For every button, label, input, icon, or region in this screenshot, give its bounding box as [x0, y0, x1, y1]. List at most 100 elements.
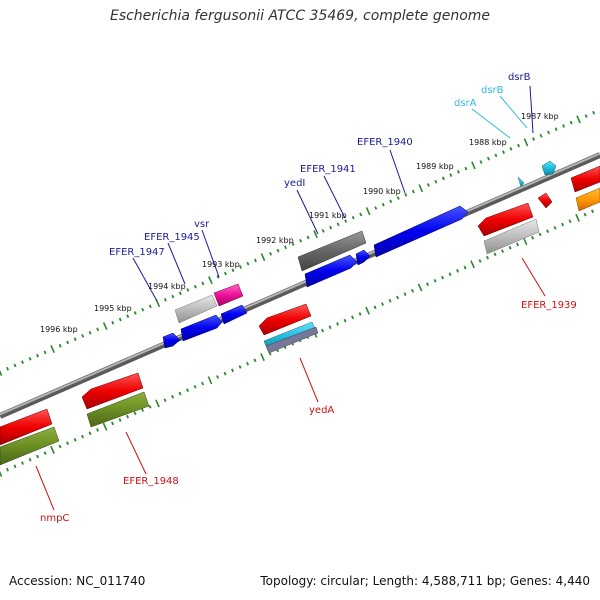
gene-efer-1948-olive[interactable] — [86, 391, 150, 428]
gene-red-edge[interactable] — [570, 165, 600, 193]
minor-tick — [186, 288, 190, 292]
minor-tick — [568, 219, 572, 224]
major-tick — [470, 260, 475, 269]
minor-tick — [126, 314, 130, 319]
tick-label-1990: 1990 kbp — [363, 187, 401, 196]
minor-tick — [96, 428, 100, 432]
minor-tick — [351, 315, 355, 320]
minor-tick — [434, 179, 438, 184]
minor-tick — [133, 411, 137, 416]
minor-tick — [554, 127, 558, 131]
minor-tick — [81, 434, 85, 439]
minor-tick — [6, 467, 9, 472]
major-tick — [155, 399, 160, 408]
genome-summary-text: Topology: circular; Length: 4,588,711 bp… — [260, 574, 590, 588]
minor-tick — [28, 357, 32, 361]
major-tick — [102, 422, 108, 431]
minor-tick — [433, 279, 437, 283]
gene-orange-edge[interactable] — [575, 187, 600, 212]
gene-yeda-gray[interactable] — [265, 326, 319, 354]
gene-vsr[interactable] — [213, 283, 244, 307]
minor-tick — [538, 232, 542, 237]
gene-yeda[interactable] — [258, 303, 312, 336]
minor-tick — [66, 340, 70, 345]
gene-efer-1948[interactable] — [81, 372, 144, 410]
major-tick — [417, 283, 423, 292]
gene-efer-1939-b[interactable] — [483, 218, 540, 255]
tick-label-1994: 1994 kbp — [148, 282, 186, 291]
minor-tick — [126, 414, 130, 419]
gene-dsrb[interactable] — [541, 160, 557, 176]
minor-tick — [13, 464, 17, 469]
minor-tick — [502, 150, 505, 154]
gene-efer-1941[interactable] — [297, 230, 367, 272]
major-tick — [50, 345, 55, 354]
gene-yedi[interactable] — [304, 254, 358, 288]
gene-efer-1940[interactable] — [373, 205, 469, 258]
minor-tick — [306, 235, 310, 240]
minor-tick — [426, 282, 430, 286]
minor-tick — [36, 454, 40, 459]
minor-tick — [118, 418, 122, 422]
minor-tick — [6, 366, 10, 371]
minor-tick — [509, 147, 513, 151]
minor-tick — [441, 176, 445, 181]
minor-tick — [81, 334, 85, 338]
minor-tick — [358, 312, 362, 316]
minor-tick — [591, 209, 595, 214]
major-tick — [365, 306, 370, 315]
gene-small-blue-1[interactable] — [355, 249, 371, 266]
minor-tick — [163, 297, 167, 302]
minor-tick — [216, 275, 220, 279]
minor-tick — [569, 120, 573, 125]
minor-tick — [448, 272, 452, 277]
gene-nmpc-olive[interactable] — [0, 426, 60, 466]
tick-label-1996: 1996 kbp — [40, 325, 78, 334]
gene-dsra[interactable] — [517, 176, 525, 188]
minor-tick — [238, 365, 242, 369]
label-efer-1947: EFER_1947 — [109, 247, 165, 258]
tick-label-1987: 1987 kbp — [521, 112, 559, 121]
gene-labels: dsrB dsrB dsrA EFER_1940 EFER_1941 yedI … — [40, 72, 577, 524]
gene-nmpc[interactable] — [0, 408, 53, 446]
major-tick — [0, 470, 3, 478]
minor-tick — [329, 225, 333, 230]
minor-tick — [223, 271, 227, 276]
reverse-genes — [0, 165, 600, 466]
minor-tick — [464, 166, 468, 171]
minor-tick — [396, 196, 400, 200]
gene-small-red[interactable] — [537, 192, 553, 209]
gene-efer-1947[interactable] — [162, 332, 181, 349]
gene-small-blue-3[interactable] — [220, 304, 248, 325]
minor-tick — [163, 398, 167, 402]
tick-labels: 1987 kbp 1988 kbp 1989 kbp 1990 kbp 1991… — [40, 112, 559, 334]
minor-tick — [359, 212, 363, 217]
minor-tick — [539, 133, 543, 138]
gene-efer-1945[interactable] — [174, 294, 218, 324]
gene-small-blue-2[interactable] — [180, 314, 223, 342]
minor-tick — [426, 183, 430, 187]
minor-tick — [88, 431, 92, 436]
label-efer-1939: EFER_1939 — [521, 300, 577, 311]
minor-tick — [336, 222, 340, 227]
major-tick — [575, 213, 580, 222]
gene-efer-1939[interactable] — [477, 202, 534, 237]
minor-tick — [13, 363, 17, 368]
minor-tick — [276, 248, 280, 253]
minor-tick — [223, 371, 227, 376]
major-tick — [0, 369, 3, 377]
accession-text: Accession: NC_011740 — [9, 574, 146, 588]
minor-tick — [58, 343, 62, 348]
minor-tick — [21, 360, 25, 364]
minor-tick — [253, 358, 257, 363]
minor-tick — [531, 235, 535, 240]
minor-tick — [592, 110, 596, 115]
minor-tick — [381, 302, 385, 306]
minor-tick — [141, 408, 145, 412]
minor-tick — [561, 222, 565, 227]
minor-tick — [291, 242, 295, 246]
minor-tick — [88, 330, 92, 335]
tick-label-1992: 1992 kbp — [256, 236, 294, 245]
minor-tick — [403, 292, 407, 296]
